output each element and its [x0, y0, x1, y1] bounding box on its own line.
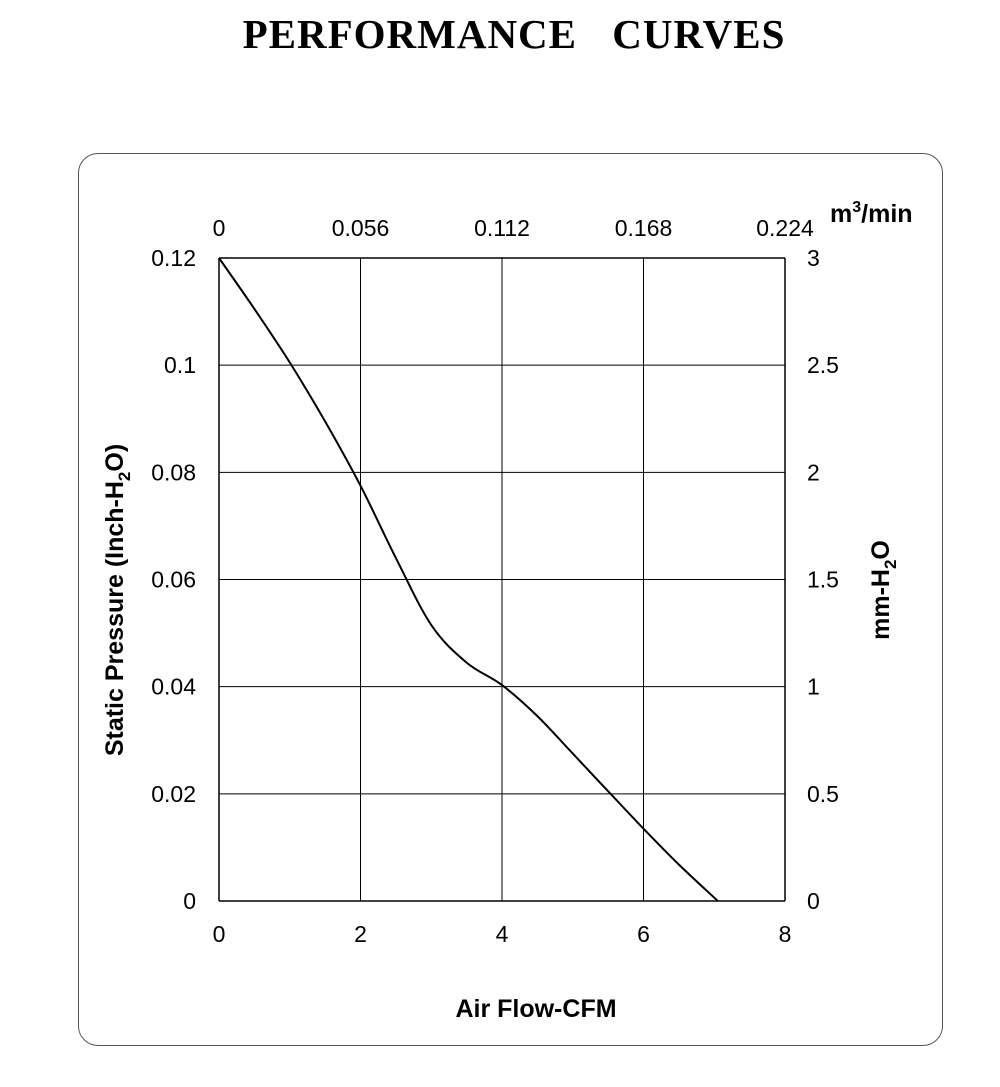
y-tick-label-left: 0	[183, 888, 196, 914]
y-tick-label-right: 0	[807, 888, 820, 914]
x-axis-title: Air Flow-CFM	[455, 995, 616, 1023]
grid	[218, 257, 786, 902]
page-title: PERFORMANCE CURVES	[242, 11, 786, 57]
x-tick-label: 8	[779, 921, 792, 947]
tick-labels: 0 2 4 6 80 0.056 0.112 0.168 0.22400.020.040.060…	[151, 215, 839, 947]
y-tick-label-right: 2.5	[807, 352, 839, 378]
y-tick-label-right: 2	[807, 459, 820, 485]
x-tick-label: 6	[637, 921, 650, 947]
top-axis-title: m3/min	[830, 199, 913, 228]
x-tick-label: 2	[354, 921, 367, 947]
y-axis-title-left: Static Pressure (Inch-H2O)	[101, 444, 134, 756]
y-tick-label-left: 0.08	[151, 459, 196, 485]
x-tick-label: 4	[496, 921, 509, 947]
y-tick-label-left: 0.02	[151, 781, 196, 807]
top-x-tick-label: 0	[213, 215, 226, 241]
x-tick-label: 0	[213, 921, 226, 947]
top-x-tick-label: 0.056	[332, 215, 390, 241]
y-tick-label-left: 0.12	[151, 245, 196, 271]
top-x-tick-label: 0.168	[615, 215, 673, 241]
y-tick-label-right: 1.5	[807, 567, 839, 593]
y-tick-label-left: 0.04	[151, 674, 196, 700]
curve-layer	[218, 257, 719, 902]
top-x-tick-label: 0.224	[756, 215, 814, 241]
y-tick-label-left: 0.1	[164, 352, 196, 378]
performance-curve	[218, 257, 719, 902]
y-tick-label-right: 1	[807, 674, 820, 700]
y-tick-label-left: 0.06	[151, 567, 196, 593]
y-tick-label-right: 3	[807, 245, 820, 271]
y-axis-title-right: mm-H2O	[867, 540, 900, 640]
y-tick-label-right: 0.5	[807, 781, 839, 807]
top-x-tick-label: 0.112	[474, 215, 530, 241]
chart-frame	[78, 153, 943, 1046]
